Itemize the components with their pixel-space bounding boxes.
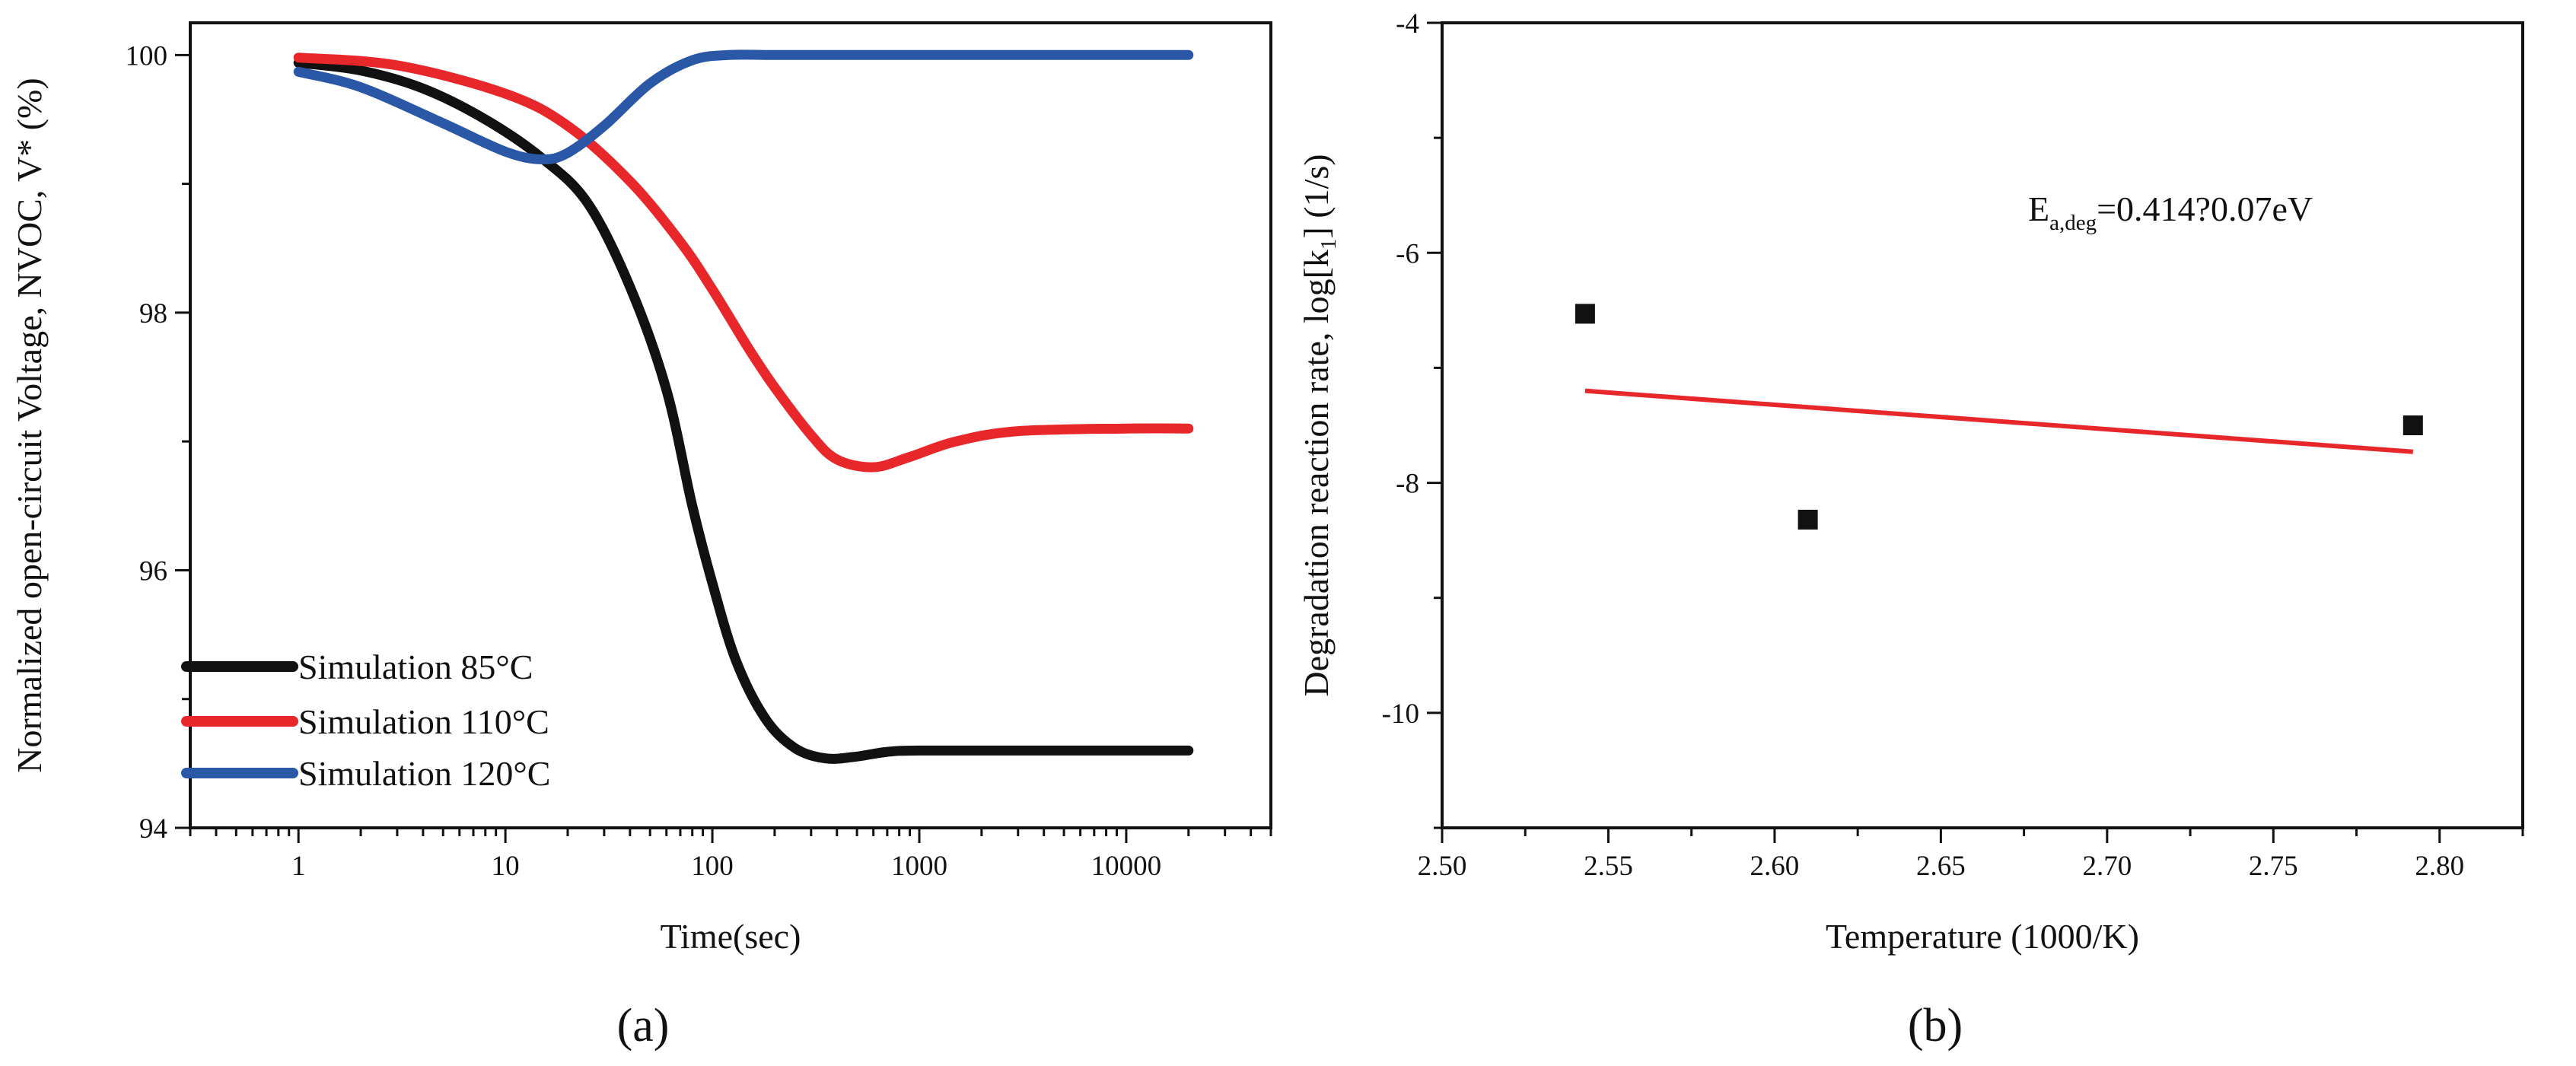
legend-label-120c: Simulation 120°C [298,754,550,793]
chart-b-y-axis-title: Degradation reaction rate, log[k1] (1/s) [1297,154,1341,696]
ylabel-b-main: Degradation reaction rate, log[k [1297,250,1336,697]
data-point-3 [2402,415,2423,435]
chart-b-marks [1575,304,2423,530]
chart-a-y-tick-label-96: 96 [139,555,167,587]
series-line-simulation-120-c [293,49,1194,164]
data-point-1 [1575,304,1595,324]
annotation-e: E [2028,189,2049,228]
legend-label-85c: Simulation 85°C [298,648,533,686]
ylabel-b-unit: ] (1/s) [1297,154,1336,238]
chart-a-y-tick-label-94: 94 [139,813,167,845]
chart-b: 2.50 2.55 2.60 2.65 2.70 2.75 2.80 -4 -6 -8 -10 E… [1297,8,2524,1052]
chart-b-x-tick-label-2-60: 2.60 [1750,851,1800,882]
chart-a-x-tick-label-10000: 10000 [1091,851,1162,882]
chart-b-y-tick-label-10: -10 [1382,698,1419,730]
chart-a: 1 10 100 1000 10000 94 96 98 100 Simulation 85°… [10,21,1272,1052]
series-line-simulation-110-c [293,53,1194,473]
chart-b-x-axis-title: Temperature (1000/K) [1826,917,2139,956]
chart-b-y-tick-label-6: -6 [1396,238,1419,269]
series-line-simulation-85-c [293,58,1194,764]
chart-a-y-tick-label-98: 98 [139,298,167,329]
chart-a-x-axis-title: Time(sec) [661,917,801,956]
chart-a-x-tick-label-1000: 1000 [891,851,947,882]
chart-a-legend: Simulation 85°C Simulation 110°C Simulat… [181,648,550,793]
annotation-subscript: a,deg [2049,211,2097,235]
chart-b-annotation: Ea,deg=0.414?0.07eV [2028,189,2313,235]
chart-b-y-tick-label-8: -8 [1396,469,1419,500]
chart-b-x-tick-label-2-50: 2.50 [1418,851,1467,882]
chart-a-x-tick-label-1: 1 [291,851,306,882]
chart-b-y-tick-labels: -4 -6 -8 -10 [1382,8,1419,730]
data-point-2 [1797,509,1818,530]
annotation-value: =0.414?0.07eV [2097,189,2313,228]
ylabel-b-subscript: 1 [1317,239,1341,250]
chart-b-ticks [1427,21,2524,843]
chart-a-ticks [175,53,1272,843]
chart-b-x-tick-label-2-75: 2.75 [2249,851,2298,882]
chart-b-plot-frame [1441,21,2524,829]
chart-a-plot-frame [189,21,1272,829]
chart-b-x-tick-label-2-70: 2.70 [2082,851,2132,882]
fit-line [1584,388,2414,454]
chart-b-x-tick-label-2-55: 2.55 [1584,851,1633,882]
chart-b-y-tick-label-4: -4 [1396,8,1419,40]
panel-label-a: (a) [617,1000,670,1052]
panel-label-b: (b) [1908,1000,1963,1052]
chart-a-y-tick-label-100: 100 [126,40,168,72]
chart-b-x-tick-label-2-80: 2.80 [2415,851,2464,882]
chart-a-x-tick-labels: 1 10 100 1000 10000 [291,851,1161,882]
chart-a-y-axis-title: Normalized open-circuit Voltage, NVOC, V… [10,78,49,772]
chart-a-series [293,49,1194,764]
chart-a-x-tick-label-10: 10 [492,851,520,882]
chart-b-x-tick-labels: 2.50 2.55 2.60 2.65 2.70 2.75 2.80 [1418,851,2465,882]
chart-a-x-tick-label-100: 100 [691,851,734,882]
legend-label-110c: Simulation 110°C [298,702,549,741]
chart-b-x-tick-label-2-65: 2.65 [1916,851,1966,882]
chart-a-y-tick-labels: 94 96 98 100 [126,40,168,845]
